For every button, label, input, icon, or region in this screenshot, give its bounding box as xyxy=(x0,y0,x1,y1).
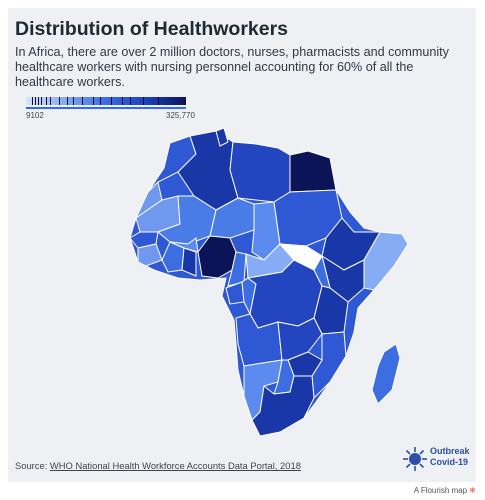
region-guinea[interactable] xyxy=(137,243,163,267)
legend-max-label: 325,770 xyxy=(166,111,195,120)
flourish-logo-icon: ❄ xyxy=(469,486,476,495)
region-libya[interactable] xyxy=(229,141,291,203)
map-card: Distribution of Healthworkers In Africa,… xyxy=(8,8,476,482)
source-note: Source: WHO National Health Workforce Ac… xyxy=(15,460,301,471)
flourish-credit-text: A Flourish map xyxy=(413,486,468,495)
region-madagascar[interactable] xyxy=(371,343,401,405)
color-legend: 9102 325,770 xyxy=(26,97,200,131)
legend-gradient-bar xyxy=(26,97,186,105)
legend-ticks xyxy=(26,97,186,105)
region-ghana[interactable] xyxy=(181,247,197,277)
source-link[interactable]: WHO National Health Workforce Accounts D… xyxy=(49,460,301,471)
logo-line-1: Outbreak xyxy=(430,446,470,456)
region-cameroon[interactable] xyxy=(227,251,247,287)
region-tunisia[interactable] xyxy=(215,127,229,147)
page-subtitle: In Africa, there are over 2 million doct… xyxy=(15,45,449,89)
legend-min-label: 9102 xyxy=(26,111,44,120)
region-egypt[interactable] xyxy=(289,150,337,193)
virus-icon xyxy=(403,447,427,471)
flourish-credit[interactable]: A Flourish map ❄ xyxy=(414,486,476,495)
africa-map[interactable] xyxy=(118,120,428,455)
source-prefix: Source: xyxy=(15,460,50,471)
legend-range-bar xyxy=(26,107,186,109)
region-senegal[interactable] xyxy=(129,231,159,249)
outbreak-logo: Outbreak Covid-19 xyxy=(400,442,472,478)
region-south-africa[interactable] xyxy=(251,375,315,437)
page-title: Distribution of Healthworkers xyxy=(15,18,289,40)
region-burkina-faso[interactable] xyxy=(169,237,199,253)
logo-line-2: Covid-19 xyxy=(430,457,469,467)
